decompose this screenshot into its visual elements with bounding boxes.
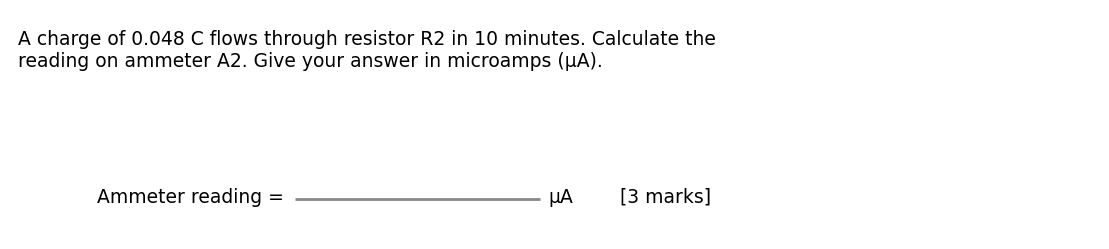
Text: μA: μA	[548, 187, 573, 206]
Text: A charge of 0.048 C flows through resistor R2 in 10 minutes. Calculate the: A charge of 0.048 C flows through resist…	[18, 30, 716, 49]
Text: [3 marks]: [3 marks]	[620, 187, 711, 206]
Text: reading on ammeter A2. Give your answer in microamps (μA).: reading on ammeter A2. Give your answer …	[18, 52, 603, 71]
Text: Ammeter reading =: Ammeter reading =	[98, 187, 289, 206]
